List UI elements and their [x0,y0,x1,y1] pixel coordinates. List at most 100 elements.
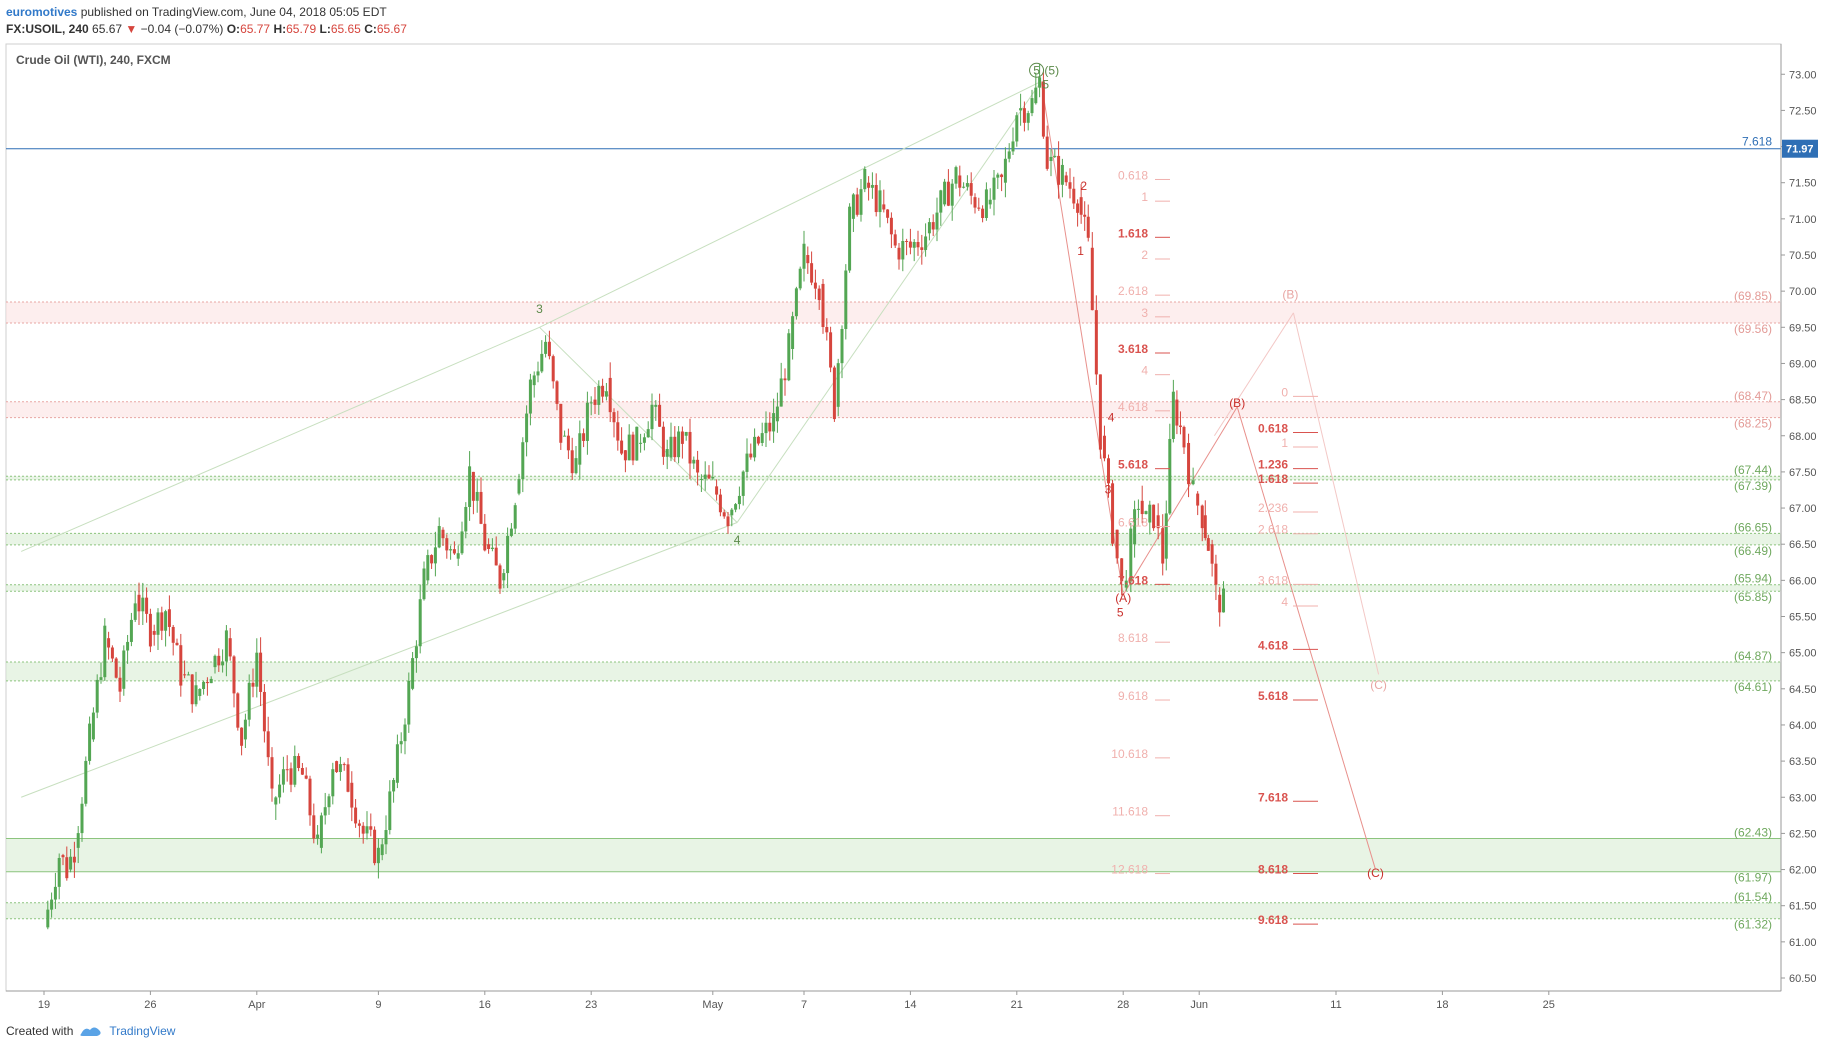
candle-up [243,719,247,740]
candle-up [627,434,631,461]
fib-extension-label: 9.618 [1258,913,1288,927]
resistance-level-label: (69.56) [1734,322,1772,336]
candle-down [946,181,950,206]
candle-up [635,426,639,461]
current-price-label: 71.97 [1786,144,1814,156]
candle-up [654,404,658,407]
candle-up [692,459,696,464]
fib-extension-label: 7.618 [1118,573,1148,587]
candle-down [300,767,304,775]
candle-up [536,371,540,376]
candle-up [464,506,468,532]
candle-up [646,429,650,438]
candle-up [597,385,601,405]
candle-up [224,630,228,662]
candle-up [1015,115,1019,142]
candle-down [1182,426,1186,448]
candle-up [574,458,578,474]
candle-down [832,367,836,420]
candle-up [1164,513,1168,559]
author-link[interactable]: euromotives [6,5,78,19]
fib-extension-label: 1.236 [1258,458,1288,472]
candle-down [335,761,339,773]
candle-up [517,479,521,494]
candle-up [57,857,61,887]
candle-up [544,341,548,354]
candle-down [1057,155,1061,185]
y-tick-label: 62.50 [1789,828,1817,840]
x-tick-label: 28 [1117,999,1129,1011]
candle-down [357,823,361,826]
candle-down [1214,563,1218,585]
y-tick-label: 62.00 [1789,865,1817,877]
support-zone [6,533,1781,545]
candle-up [984,189,988,218]
candle-up [745,453,749,472]
chart-title: Crude Oil (WTI), 240, FXCM [16,53,171,67]
y-tick-label: 64.00 [1789,720,1817,732]
y-tick-label: 64.50 [1789,684,1817,696]
candle-down [661,426,665,457]
candle-up [779,378,783,407]
candle-up [278,784,282,798]
high-value: 65.79 [286,22,317,36]
candle-up [1053,155,1057,157]
chart-frame [5,43,1782,992]
created-with-label: Created with [6,1024,74,1038]
candle-down [874,184,878,213]
support-level-label: (67.39) [1734,479,1772,493]
candle-up [407,680,411,725]
resistance-zone [6,401,1781,418]
candle-up [943,181,947,205]
candle-down [1120,558,1124,582]
candle-down [977,207,981,209]
wave-label: 3 [1105,483,1112,497]
candle-up [525,413,529,443]
candle-up [965,183,969,187]
y-tick-label: 63.50 [1789,756,1817,768]
candle-up [506,535,510,574]
support-level-label: (64.61) [1734,680,1772,694]
candle-up [1168,438,1172,514]
candle-down [631,434,635,461]
current-price-badge [1782,139,1818,158]
candle-up [760,433,764,443]
candle-down [696,459,700,473]
candle-up [388,791,392,831]
candle-up [954,167,958,184]
candle-up [95,679,99,713]
candle-up [901,240,905,260]
candle-down [718,494,722,513]
candle-down [1156,515,1160,529]
candle-up [198,688,202,697]
fib-extension-label: 0.618 [1258,422,1288,436]
candle-down [1196,493,1200,506]
candle-up [665,449,669,457]
candle-up [1124,580,1128,588]
wave-label: (A) [1115,591,1131,605]
candle-up [988,199,992,205]
candle-up [129,619,133,642]
candle-down [118,677,122,692]
candle-up [650,404,654,430]
candle-up [935,212,939,230]
candle-down [566,435,570,451]
candle-down [1102,435,1106,459]
candle-down [1178,425,1182,427]
candle-up [589,402,593,404]
candle-up [247,682,251,720]
candle-down [1064,175,1068,183]
x-tick-label: 18 [1436,999,1448,1011]
candle-up [775,406,779,422]
candle-down [1094,310,1098,375]
candle-up [69,856,73,870]
candle-up [99,677,103,680]
candle-up [502,573,506,581]
tradingview-brand[interactable]: TradingView [109,1024,176,1038]
candle-up [791,316,795,349]
candle-up [384,830,388,845]
candle-up [437,526,441,548]
candle-down [114,658,118,678]
fib-extension-label: 1 [1141,190,1148,204]
